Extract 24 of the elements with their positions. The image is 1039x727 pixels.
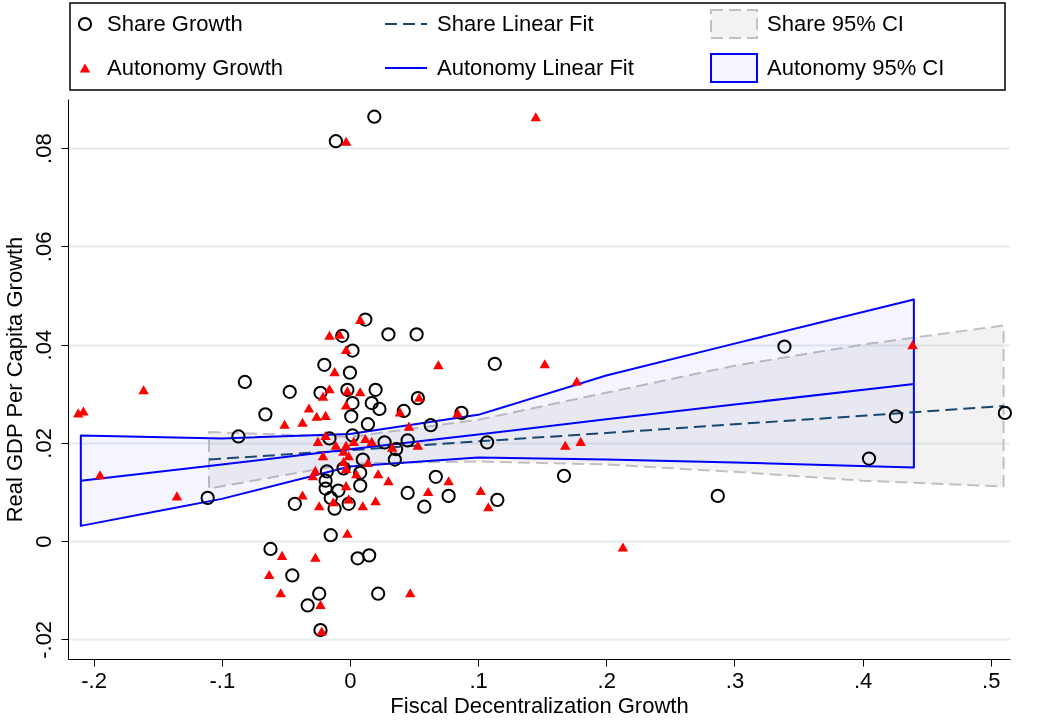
x-tick-label: .3 [725, 667, 745, 693]
legend-label: Share Linear Fit [437, 11, 594, 36]
y-tick-label: .06 [30, 231, 56, 263]
x-axis-title: Fiscal Decentralization Growth [390, 692, 689, 718]
legend-label: Autonomy Linear Fit [437, 55, 634, 80]
x-tick-label: 0 [344, 667, 357, 693]
x-tick-label: .1 [469, 667, 488, 693]
legend-label: Autonomy Growth [107, 55, 284, 80]
line-series [79, 382, 915, 482]
x-tick-label: -.1 [209, 667, 236, 693]
text: Autonomy 95% CI [767, 55, 945, 80]
x-tick-label: .5 [982, 667, 1001, 693]
x-tick-label: .2 [597, 667, 616, 693]
y-tick-label: .04 [30, 329, 56, 361]
y-tick-label: 0 [30, 535, 56, 548]
legend-label: Share Growth [107, 11, 243, 36]
y-tick-label: -.02 [30, 620, 56, 659]
text: Share 95% CI [767, 11, 904, 36]
x-tick-label: .4 [853, 667, 873, 693]
x-tick-label: -.2 [81, 667, 107, 693]
line-series [207, 405, 1005, 461]
y-tick-label: .02 [30, 428, 56, 459]
y-tick-label: .08 [30, 133, 56, 164]
y-axis-title: Real GDP Per Capita Growth [1, 236, 27, 523]
